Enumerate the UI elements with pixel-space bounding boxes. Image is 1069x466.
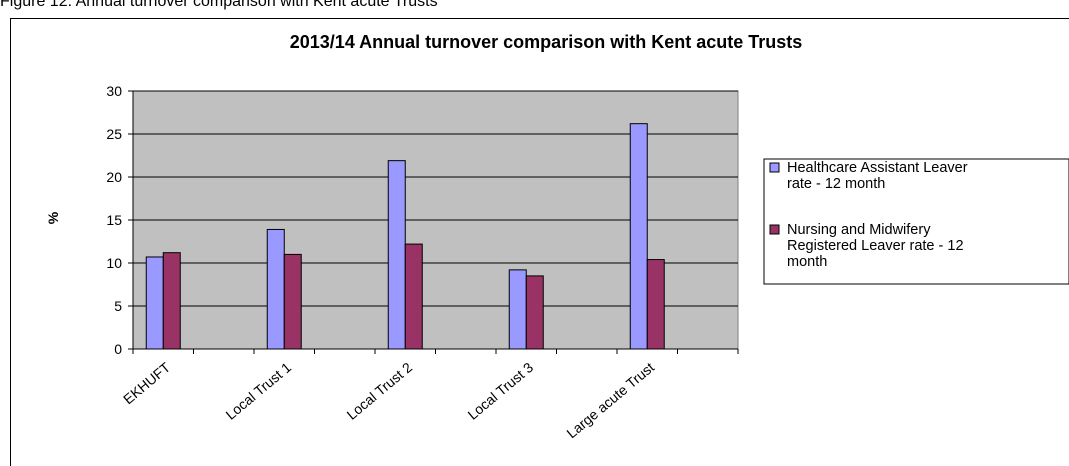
bar xyxy=(162,252,181,350)
legend-box xyxy=(763,158,1069,285)
y-tick-label: 30 xyxy=(106,83,122,99)
bar xyxy=(387,160,406,350)
y-tick-label: 15 xyxy=(106,212,122,228)
figure-caption: Figure 12: Annual turnover comparison wi… xyxy=(0,0,438,10)
chart-title: 2013/14 Annual turnover comparison with … xyxy=(290,32,802,52)
x-tick-label: Local Trust 3 xyxy=(464,359,536,423)
y-tick-label: 10 xyxy=(106,255,122,271)
y-tick-label: 25 xyxy=(106,126,122,142)
bar xyxy=(629,123,648,350)
bar xyxy=(283,253,302,350)
y-tick-label: 5 xyxy=(114,298,122,314)
legend-label: Healthcare Assistant Leaver xyxy=(787,160,968,176)
legend-label: rate - 12 month xyxy=(787,176,885,192)
legend-label: Nursing and Midwifery xyxy=(787,222,931,238)
chart-frame xyxy=(10,18,1069,466)
legend-swatch xyxy=(769,224,780,235)
bar xyxy=(145,256,164,350)
x-tick-label: Local Trust 1 xyxy=(222,359,294,423)
bar xyxy=(266,228,285,350)
y-tick-label: 0 xyxy=(114,341,122,357)
bar xyxy=(525,275,544,350)
legend-swatch xyxy=(769,162,780,173)
y-axis-label: % xyxy=(45,211,61,224)
legend-label: month xyxy=(787,254,827,270)
x-tick-label: Local Trust 2 xyxy=(343,359,415,423)
x-tick-label: Large acute Trust xyxy=(563,359,657,441)
plot-area: 0 5 10 15 20 25 30 EKHUFT Local Trust 1 Local Tru… xyxy=(106,83,739,441)
bar xyxy=(404,243,423,350)
bar xyxy=(508,269,527,350)
bar xyxy=(646,259,665,350)
legend-label: Registered Leaver rate - 12 xyxy=(787,238,964,254)
y-tick-label: 20 xyxy=(106,169,122,185)
x-tick-label: EKHUFT xyxy=(120,359,174,408)
